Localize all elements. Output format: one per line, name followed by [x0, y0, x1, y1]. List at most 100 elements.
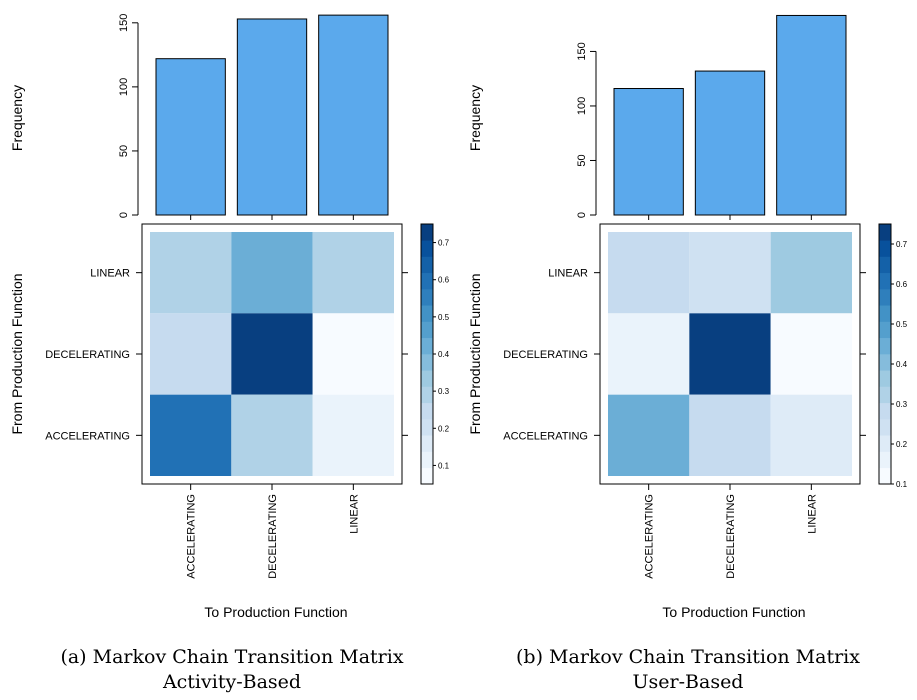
legend-tick-label: 0.5 — [896, 320, 908, 329]
bar-y-axis-label: Frequency — [9, 85, 25, 151]
heatmap-y-axis-label: From Production Function — [9, 273, 25, 434]
legend-swatch — [879, 451, 891, 469]
legend-tick-label: 0.6 — [896, 280, 908, 289]
heatmap-cell-linear-linear — [312, 232, 394, 314]
heatmap-y-label: DECELERATING — [503, 349, 588, 361]
legend-swatch — [421, 240, 433, 257]
legend-tick-label: 0.1 — [896, 480, 908, 489]
heatmap-y-label: LINEAR — [90, 268, 130, 280]
legend-tick-label: 0.2 — [896, 440, 908, 449]
legend-swatch — [421, 467, 433, 485]
bar-decelerating — [694, 70, 766, 216]
legend-tick-label: 0.2 — [438, 424, 450, 433]
legend-tick-label: 0.7 — [438, 239, 450, 248]
bar-accelerating — [155, 58, 226, 216]
legend-swatch — [421, 337, 433, 355]
heatmap-cell-accelerating-accelerating — [608, 394, 690, 476]
legend-swatch — [421, 419, 433, 436]
bar-y-tick-label: 150 — [576, 42, 588, 60]
heatmap-cell-decelerating-decelerating — [231, 313, 313, 395]
panel-b: 0 50 100 150 Frequency LINEAR DECELERATING ACCE… — [467, 14, 908, 620]
bar-y-tick-label: 100 — [576, 97, 588, 115]
legend-swatch — [879, 402, 891, 420]
bar-y-tick-label: 50 — [576, 154, 588, 166]
bar-decelerating — [236, 18, 308, 216]
legend-tick-label: 0.3 — [438, 387, 450, 396]
legend-swatch — [421, 321, 433, 339]
heatmap-cell-linear-decelerating — [231, 232, 313, 314]
caption-b-line1: (b) Markov Chain Transition Matrix — [516, 646, 860, 668]
legend-swatch — [421, 354, 433, 371]
bar-linear — [776, 14, 847, 216]
legend-swatch — [879, 256, 891, 274]
legend-swatch — [421, 305, 433, 322]
heatmap-cell-accelerating-linear — [312, 394, 394, 476]
heatmap-y-axis-label: From Production Function — [467, 273, 483, 434]
legend-swatch — [421, 451, 433, 469]
heatmap-x-label: LINEAR — [348, 494, 360, 534]
panel-a: 0 50 100 150 Frequency LINEAR DECELERATING ACCE… — [9, 14, 450, 620]
legend-tick-label: 0.3 — [896, 400, 908, 409]
legend-swatch — [421, 370, 433, 387]
legend-tick-label: 0.5 — [438, 313, 450, 322]
caption-a: (a) Markov Chain Transition Matrix Activ… — [12, 645, 452, 695]
bar-y-tick-label: 100 — [118, 78, 130, 96]
heatmap-cell-linear-linear — [770, 232, 852, 314]
legend-swatch — [879, 305, 891, 322]
caption-b-line2: User-Based — [632, 671, 744, 693]
figure-canvas: 0 50 100 150 Frequency LINEAR DECELERATING ACCE… — [9, 14, 908, 620]
legend-swatch — [421, 386, 433, 404]
legend-swatch — [879, 321, 891, 339]
legend-swatch — [421, 289, 433, 306]
heatmap-cell-linear-accelerating — [608, 232, 690, 314]
bar-accelerating — [613, 88, 684, 216]
legend-tick-label: 0.4 — [438, 350, 450, 359]
legend-tick-label: 0.7 — [896, 240, 908, 249]
heatmap-x-label: DECELERATING — [725, 494, 737, 579]
heatmap-cell-decelerating-accelerating — [150, 313, 232, 395]
legend-swatch — [421, 435, 433, 452]
legend-swatch — [879, 386, 891, 404]
heatmap-cell-accelerating-decelerating — [231, 394, 313, 476]
bar-y-tick-label: 50 — [118, 145, 130, 157]
caption-a-line1: (a) Markov Chain Transition Matrix — [60, 646, 404, 668]
legend-swatch — [879, 272, 891, 290]
legend-swatch — [879, 370, 891, 387]
heatmap-y-label: ACCELERATING — [503, 430, 588, 442]
bar-y-tick-label: 0 — [118, 212, 130, 218]
heatmap-x-label: ACCELERATING — [186, 494, 198, 579]
bar-y-tick-label: 0 — [576, 212, 588, 218]
legend-swatch — [879, 337, 891, 355]
heatmap-cell-decelerating-linear — [770, 313, 852, 395]
legend-swatch — [421, 402, 433, 420]
legend-swatch — [421, 272, 433, 290]
heatmap-cell-linear-decelerating — [689, 232, 771, 314]
legend-swatch — [879, 435, 891, 452]
legend-swatch — [879, 419, 891, 436]
bar-y-tick-label: 150 — [118, 14, 130, 32]
legend-tick-label: 0.4 — [896, 360, 908, 369]
bar-linear — [318, 14, 389, 216]
heatmap-cell-linear-accelerating — [150, 232, 232, 314]
legend-tick-label: 0.1 — [438, 461, 450, 470]
bar-y-axis-label: Frequency — [467, 85, 483, 151]
legend-swatch — [879, 224, 891, 241]
heatmap-cell-accelerating-linear — [770, 394, 852, 476]
heatmap-x-label: DECELERATING — [267, 494, 279, 579]
heatmap-x-axis-label: To Production Function — [662, 604, 805, 620]
legend-swatch — [879, 354, 891, 371]
legend-tick-label: 0.6 — [438, 276, 450, 285]
heatmap-x-label: ACCELERATING — [644, 494, 656, 579]
legend-frame — [878, 223, 892, 485]
heatmap-cell-accelerating-accelerating — [150, 394, 232, 476]
caption-b: (b) Markov Chain Transition Matrix User-… — [468, 645, 908, 695]
heatmap-x-label: LINEAR — [806, 494, 818, 534]
legend-swatch — [879, 467, 891, 485]
heatmap-cell-decelerating-decelerating — [689, 313, 771, 395]
legend-swatch — [421, 256, 433, 274]
heatmap-cell-decelerating-accelerating — [608, 313, 690, 395]
heatmap-cell-accelerating-decelerating — [689, 394, 771, 476]
heatmap-cell-decelerating-linear — [312, 313, 394, 395]
legend-swatch — [879, 289, 891, 306]
legend-swatch — [421, 224, 433, 241]
